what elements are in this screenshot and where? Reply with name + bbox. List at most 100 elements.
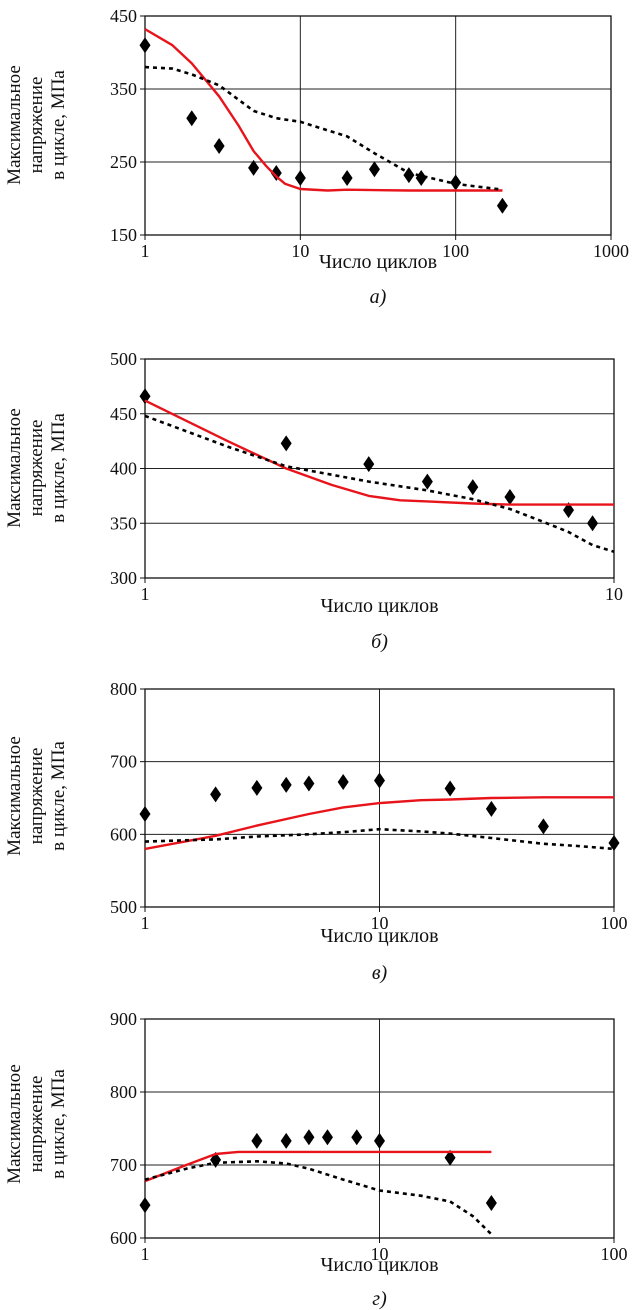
chart-4-data-point (303, 1129, 315, 1146)
chart-4-ylabel-line: Максимальное (4, 1064, 25, 1184)
chart-2: 300 350 400 450 500 1 10 Максимальное напряжение… (4, 349, 623, 653)
chart-1-data-point (496, 197, 508, 214)
chart-1-data-point (294, 170, 306, 187)
chart-3-data-point (251, 779, 263, 796)
chart-2-ytick-label: 350 (110, 513, 137, 533)
chart-2-ylabel-line: в цикле, МПа (48, 413, 69, 523)
chart-1-data-point (341, 170, 353, 187)
chart-3-xtick-label: 100 (601, 913, 628, 933)
chart-1-ytick-label: 350 (110, 79, 137, 99)
chart-3-xtick-label: 1 (141, 913, 150, 933)
chart-3-data-point (537, 818, 549, 835)
chart-2-solid-curve (144, 399, 614, 506)
chart-3-ytick-label: 500 (110, 897, 137, 917)
chart-3-data-point (303, 775, 315, 792)
chart-2-data-point (280, 435, 292, 452)
chart-4-xtick-label: 1 (141, 1244, 150, 1264)
chart-1-plot-frame (144, 15, 612, 236)
chart-2-ytick-label: 500 (110, 349, 137, 369)
chart-3-ytick-label: 600 (110, 824, 137, 844)
chart-3-ytick-label: 800 (110, 679, 137, 699)
chart-3-ylabel-line: Максимальное (4, 736, 25, 856)
chart-3-xtick-label: 10 (371, 913, 389, 933)
chart-2-data-point (504, 488, 516, 505)
chart-2-ytick-label: 300 (110, 568, 137, 588)
chart-1: 150 250 350 450 1 10 100 1000 Максимальное напряж… (4, 6, 629, 308)
chart-2-ylabel-line: Максимальное (4, 408, 25, 528)
chart-3-data-point (444, 780, 456, 797)
chart-1-data-point (270, 164, 282, 181)
chart-2-ytick-label: 450 (110, 404, 137, 424)
chart-1-xlabel: Число циклов (319, 251, 437, 273)
chart-3-xlabel: Число циклов (320, 925, 438, 947)
chart-3-data-point (485, 800, 497, 817)
chart-1-panel-label: а) (370, 286, 387, 308)
chart-1-ylabel-line: в цикле, МПа (48, 70, 69, 180)
chart-1-data-point (450, 174, 462, 191)
chart-2-ytick-label: 400 (110, 459, 137, 479)
chart-4-data-point (444, 1149, 456, 1166)
chart-3-dotted-curve (144, 827, 615, 851)
chart-4-ytick-label: 700 (110, 1155, 137, 1175)
chart-4-dotted-curve (144, 1160, 493, 1236)
chart-4-xlabel: Число циклов (320, 1254, 438, 1276)
chart-4-data-point (251, 1132, 263, 1149)
chart-4-panel-label: г) (372, 1288, 387, 1310)
chart-1-xtick-label: 1 (141, 241, 150, 261)
chart-2-data-point (587, 515, 599, 532)
chart-1-data-point (213, 137, 225, 154)
chart-4-ytick-label: 800 (110, 1082, 137, 1102)
chart-2-data-point (363, 456, 375, 473)
chart-2-xlabel: Число циклов (320, 595, 438, 617)
chart-1-data-point (368, 161, 380, 178)
chart-1-data-point (403, 167, 415, 184)
chart-3-data-point (139, 805, 151, 822)
chart-4-data-point (139, 1197, 151, 1214)
chart-2-ylabel-line: напряжение (26, 420, 47, 517)
chart-3-data-point (280, 776, 292, 793)
chart-1-solid-curve (144, 28, 503, 192)
chart-4-data-point (351, 1129, 363, 1146)
chart-3-data-point (608, 835, 620, 852)
chart-2-dotted-curve (144, 414, 615, 553)
chart-3-ylabel-line: в цикле, МПа (48, 741, 69, 851)
chart-1-data-point (186, 110, 198, 127)
chart-2-data-point (421, 473, 433, 490)
chart-3-data-point (337, 774, 349, 791)
chart-2-data-point (467, 479, 479, 496)
chart-4-data-point (321, 1129, 333, 1146)
chart-2-xtick-label: 1 (141, 584, 150, 604)
chart-1-data-point (415, 170, 427, 187)
chart-4-data-point (485, 1194, 497, 1211)
chart-2-data-point (139, 388, 151, 405)
chart-4: 600 700 800 900 1 10 100 Максимальное напряжение… (4, 1009, 628, 1310)
chart-1-ylabel-line: напряжение (26, 77, 47, 174)
chart-3-data-point (374, 772, 385, 789)
chart-4-xtick-label: 100 (601, 1244, 628, 1264)
chart-1-xtick-label: 100 (442, 241, 469, 261)
chart-1-data-point (248, 159, 260, 176)
chart-3-ytick-label: 700 (110, 752, 137, 772)
chart-3: 500 600 700 800 1 10 100 Максимальное напряжение… (4, 679, 628, 984)
chart-4-xtick-label: 10 (371, 1244, 389, 1264)
chart-1-ylabel-line: Максимальное (4, 65, 25, 185)
chart-4-solid-curve (144, 1150, 492, 1183)
chart-4-data-point (280, 1132, 292, 1149)
chart-4-ytick-label: 900 (110, 1009, 137, 1029)
chart-1-dotted-curve (144, 65, 503, 191)
chart-2-panel-label: б) (371, 631, 388, 653)
chart-1-ytick-label: 450 (110, 6, 137, 26)
chart-1-ytick-label: 250 (110, 152, 137, 172)
chart-1-data-point (139, 37, 151, 54)
chart-4-ytick-label: 600 (110, 1228, 137, 1248)
chart-4-data-point (374, 1132, 385, 1149)
chart-3-ylabel-line: напряжение (26, 748, 47, 845)
chart-2-data-point (563, 502, 575, 519)
chart-4-ylabel-line: напряжение (26, 1076, 47, 1173)
chart-4-ylabel-line: в цикле, МПа (48, 1069, 69, 1179)
chart-1-xtick-label: 10 (291, 241, 309, 261)
chart-1-xtick-label: 1000 (593, 241, 629, 261)
chart-3-panel-label: в) (372, 962, 388, 984)
chart-2-xtick-label: 10 (605, 584, 623, 604)
